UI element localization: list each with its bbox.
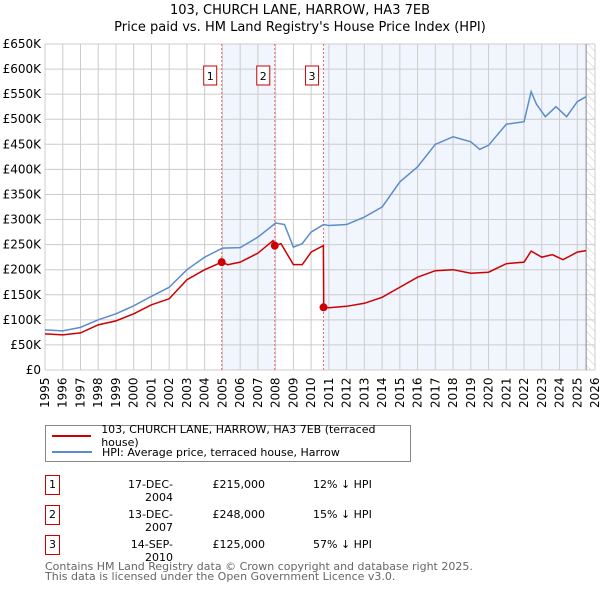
x-tick-label: 2003 — [180, 377, 194, 408]
y-tick-label: £250K — [3, 238, 43, 252]
y-tick-label: £100K — [3, 313, 43, 327]
price-chart: 1995 1996 1997 1998 1999 2000 2001 2002 2003 2004… — [3, 37, 600, 408]
x-tick-label: 2022 — [517, 377, 531, 408]
x-tick-label: 2013 — [357, 377, 371, 408]
footer-copyright: Contains HM Land Registry data © Crown c… — [45, 560, 473, 573]
forecast-hatch — [586, 44, 595, 370]
x-tick-label: 1996 — [56, 377, 70, 408]
chart-subtitle: Price paid vs. HM Land Registry's House … — [114, 20, 486, 35]
sale-price: £125,000 — [212, 538, 266, 551]
sale-hpi-diff: 15% ↓ HPI — [313, 508, 372, 521]
x-tick-label: 2017 — [428, 377, 442, 408]
sale-marker-box — [256, 65, 271, 86]
x-tick-label: 2007 — [251, 377, 265, 408]
hpi-line — [44, 89, 587, 332]
y-tick-label: £200K — [3, 263, 43, 277]
sale-hpi-diff: 12% ↓ HPI — [313, 478, 372, 491]
sale-date: 13-DEC-2007 — [127, 508, 173, 534]
x-tick-label: 2009 — [286, 377, 300, 408]
x-tick-label: 2002 — [162, 377, 176, 408]
footer-licence: This data is licensed under the Open Gov… — [45, 570, 396, 583]
x-tick-label: 1999 — [109, 377, 123, 408]
sale-marker-box: 1 — [45, 475, 60, 495]
y-tick-label: £650K — [3, 37, 43, 51]
x-tick-label: 2025 — [570, 377, 584, 408]
x-tick-label: 2004 — [198, 377, 212, 408]
y-tick-label: £350K — [3, 187, 43, 201]
x-tick-label: 2012 — [340, 377, 354, 408]
x-tick-label: 2005 — [215, 377, 229, 408]
sale-hpi-diff: 57% ↓ HPI — [313, 538, 372, 551]
x-tick-label: 2014 — [375, 377, 389, 408]
sale-marker-label: 1 — [207, 70, 214, 83]
x-tick-label: 1998 — [91, 377, 105, 408]
y-tick-label: £400K — [3, 162, 43, 176]
x-tick-label: 1997 — [73, 377, 87, 408]
sale-price: £215,000 — [212, 478, 266, 491]
legend-label: 103, CHURCH LANE, HARROW, HA3 7EB (terra… — [101, 423, 376, 449]
x-tick-label: 2016 — [411, 377, 425, 408]
y-tick-label: £500K — [3, 112, 43, 126]
legend-swatch-blue — [52, 451, 92, 453]
x-tick-label: 2011 — [322, 377, 336, 408]
x-tick-label: 2000 — [127, 377, 141, 408]
legend-item-hpi: HPI: Average price, terraced house, Harr… — [52, 444, 340, 460]
sale-marker-label: 2 — [260, 70, 267, 83]
legend-swatch-red — [52, 435, 92, 437]
y-tick-label: £550K — [3, 87, 43, 101]
y-tick-label: £50K — [10, 338, 42, 352]
sale-point — [319, 303, 328, 312]
x-tick-label: 2019 — [464, 377, 478, 408]
x-tick-label: 2001 — [144, 377, 158, 408]
y-tick-label: £0 — [26, 363, 41, 377]
sale-marker-box — [305, 65, 320, 86]
x-tick-label: 2010 — [304, 377, 318, 408]
x-tick-label: 2006 — [233, 377, 247, 408]
x-tick-label: 2023 — [535, 377, 549, 408]
sale-date: 17-DEC-2004 — [127, 478, 173, 504]
x-tick-label: 2024 — [553, 377, 567, 408]
x-tick-label: 2008 — [269, 377, 283, 408]
legend-item-property: 103, CHURCH LANE, HARROW, HA3 7EB (terra… — [52, 423, 410, 449]
shaded-period — [323, 44, 587, 370]
sale-marker-box: 3 — [45, 535, 60, 555]
sale-point — [270, 241, 279, 250]
x-tick-label: 2015 — [393, 377, 407, 408]
sale-point — [217, 258, 226, 267]
chart-title: 103, CHURCH LANE, HARROW, HA3 7EB — [169, 3, 430, 18]
legend-label: HPI: Average price, terraced house, Harr… — [102, 445, 340, 459]
y-tick-label: £450K — [3, 137, 43, 151]
x-tick-label: 2026 — [588, 377, 600, 408]
sale-date: 14-SEP-2010 — [130, 538, 173, 564]
y-tick-label: £150K — [3, 288, 43, 302]
property-price-line — [44, 239, 587, 336]
sale-price: £248,000 — [212, 508, 266, 521]
legend: 103, CHURCH LANE, HARROW, HA3 7EB (terra… — [45, 423, 411, 462]
x-tick-label: 1995 — [38, 377, 52, 408]
sale-marker-box: 2 — [45, 505, 60, 525]
shaded-period — [221, 44, 275, 370]
y-tick-label: £600K — [3, 62, 43, 76]
sale-marker-label: 3 — [309, 70, 316, 83]
sale-marker-box — [203, 65, 218, 86]
x-tick-label: 2021 — [499, 377, 513, 408]
x-tick-label: 2018 — [446, 377, 460, 408]
y-tick-label: £300K — [3, 213, 43, 227]
x-tick-label: 2020 — [482, 377, 496, 408]
